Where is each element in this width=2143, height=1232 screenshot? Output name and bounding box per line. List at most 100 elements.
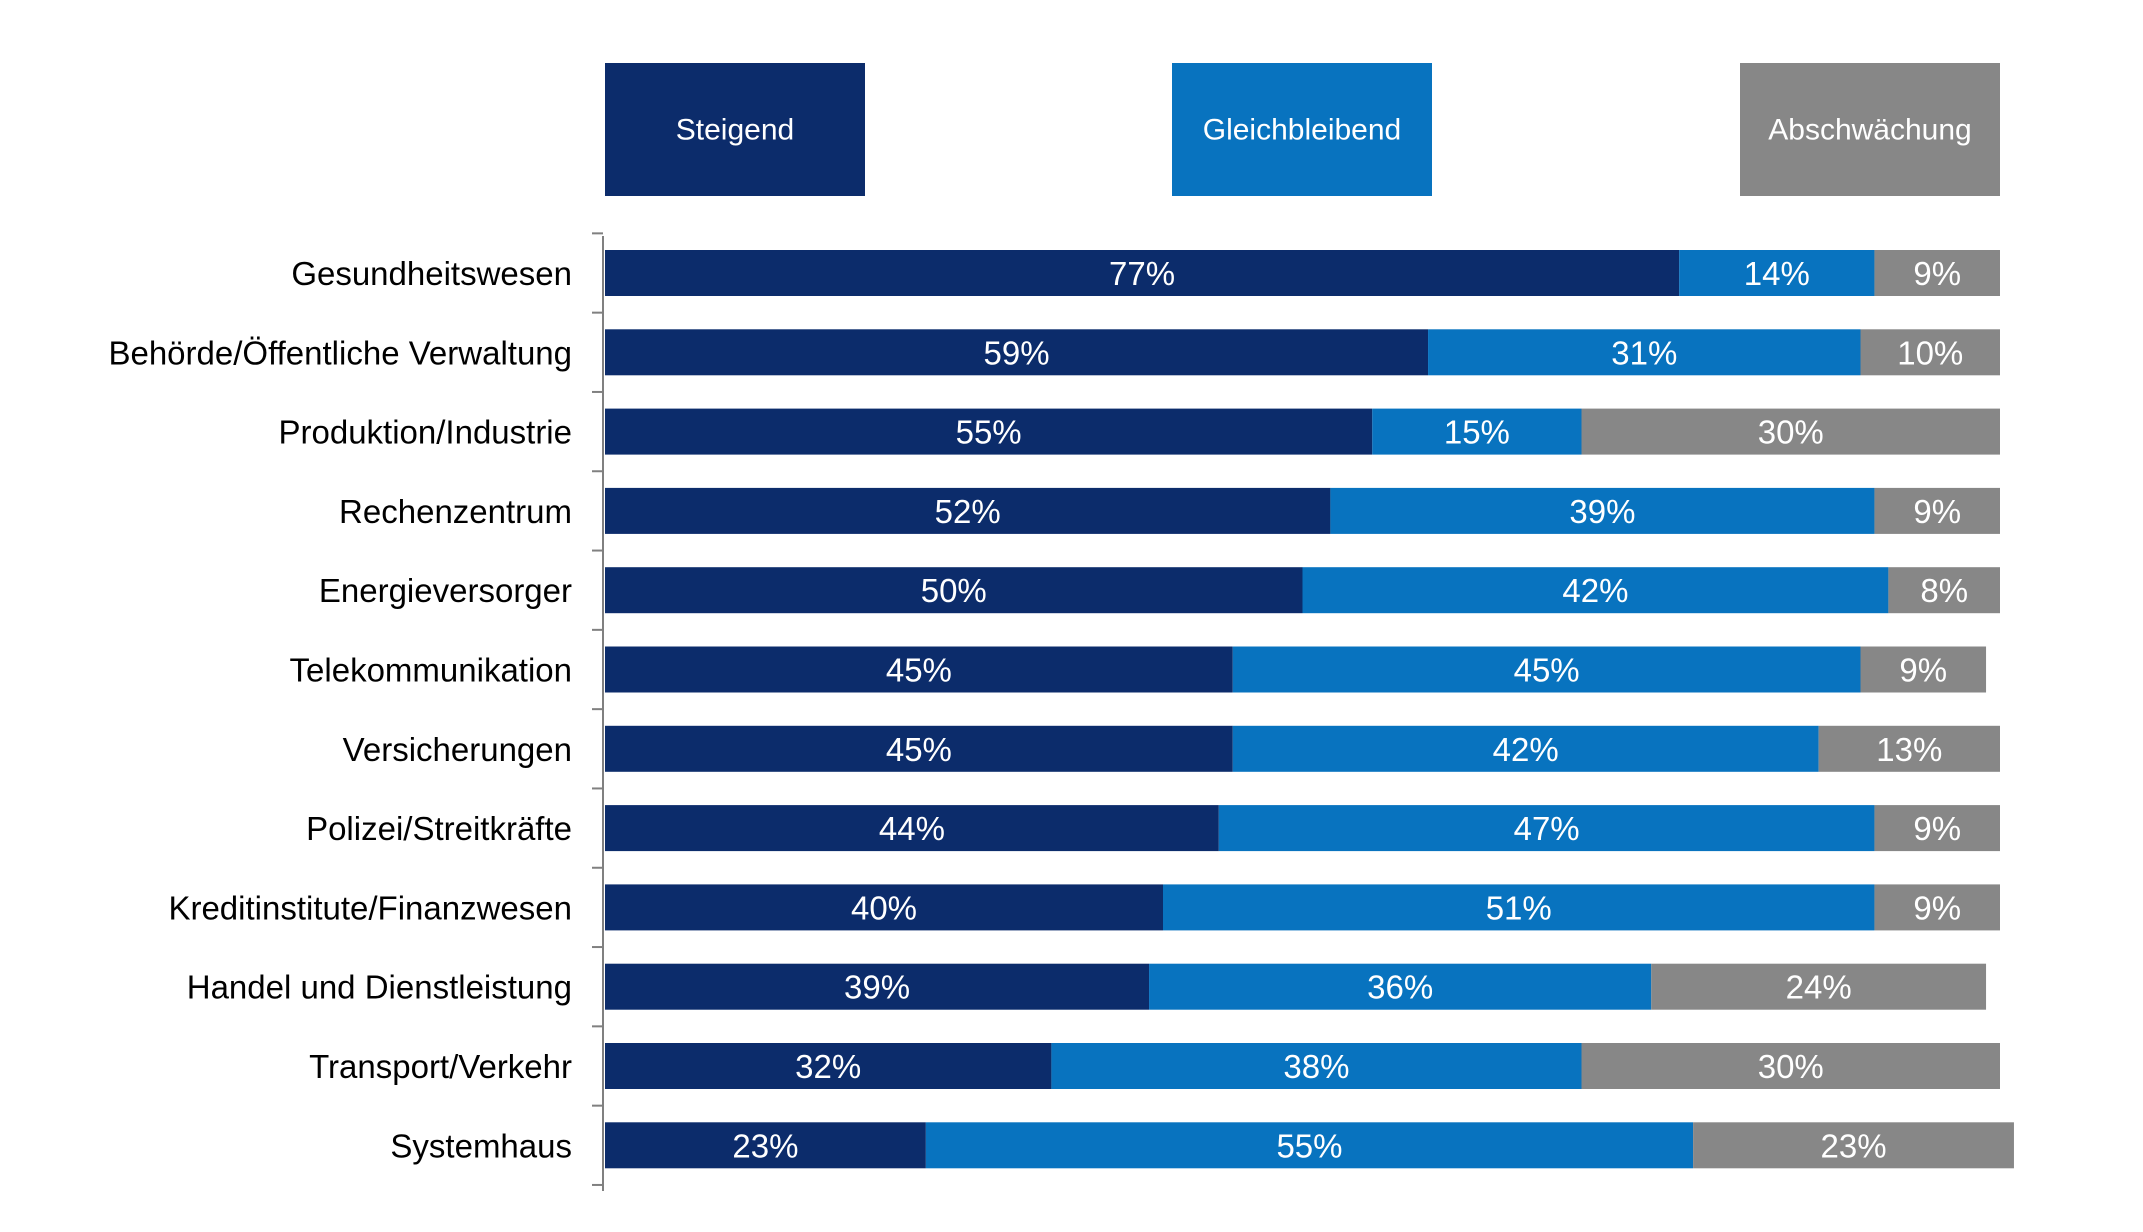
category-axis-ticks	[592, 232, 603, 1186]
bar-segment-steigend	[605, 329, 1429, 376]
bar-segment-gleichbleibend	[1232, 646, 1861, 693]
legend-label: Gleichbleibend	[1203, 114, 1401, 147]
bars: 77% 14% 9% 59% 31% 10% 55% 15% 30% 52% 39% 9% 50% 42%…	[605, 250, 2014, 1169]
bar-segment-gleichbleibend	[1051, 1043, 1582, 1089]
data-label: 30%	[1758, 414, 1824, 451]
data-label: 32%	[795, 1048, 861, 1085]
legend-item-abschwachung: Abschwächung	[1740, 63, 2000, 196]
bar-segment-steigend	[605, 1122, 926, 1169]
data-label: 9%	[1899, 652, 1947, 689]
category-labels: Gesundheitswesen Behörde/Öffentliche Verw…	[108, 255, 572, 1164]
bar-segment-gleichbleibend	[1218, 805, 1875, 852]
bar-segment-gleichbleibend	[1679, 250, 1875, 296]
data-label: 13%	[1876, 731, 1942, 768]
data-label: 24%	[1786, 969, 1852, 1006]
data-label: 47%	[1514, 810, 1580, 847]
bar-row-energieversorger: 50% 42% 8%	[605, 567, 2000, 614]
data-label: 31%	[1611, 334, 1677, 371]
bar-segment-abschwachung	[1874, 250, 2000, 296]
bar-segment-steigend	[605, 963, 1150, 1010]
data-label: 9%	[1913, 810, 1961, 847]
category-label: Produktion/Industrie	[278, 414, 572, 451]
data-label: 45%	[886, 731, 952, 768]
category-label: Systemhaus	[390, 1127, 572, 1164]
data-label: 51%	[1486, 889, 1552, 926]
data-label: 10%	[1897, 334, 1963, 371]
bar-segment-steigend	[605, 567, 1303, 614]
bar-row-rechenzentrum: 52% 39% 9%	[605, 487, 2000, 534]
bar-segment-gleichbleibend	[1163, 884, 1875, 931]
data-label: 14%	[1744, 255, 1810, 292]
bar-segment-steigend	[605, 884, 1163, 931]
bar-segment-steigend	[605, 408, 1373, 455]
bar-row-systemhaus: 23% 55% 23%	[605, 1122, 2014, 1169]
data-label: 9%	[1913, 255, 1961, 292]
data-label: 8%	[1920, 572, 1968, 609]
category-label: Polizei/Streitkräfte	[306, 810, 572, 847]
bar-row-telekommunikation: 45% 45% 9%	[605, 646, 1987, 693]
category-label: Rechenzentrum	[339, 493, 572, 530]
data-label: 52%	[935, 493, 1001, 530]
bar-segment-abschwachung	[1860, 646, 1987, 693]
bar-row-transport-verkehr: 32% 38% 30%	[605, 1043, 2000, 1089]
legend-label: Steigend	[676, 114, 794, 147]
data-label: 55%	[956, 414, 1022, 451]
data-label: 9%	[1913, 493, 1961, 530]
data-label: 42%	[1562, 572, 1628, 609]
bar-row-behorde-offentliche-verwaltung: 59% 31% 10%	[605, 329, 2000, 376]
bar-segment-gleichbleibend	[1372, 408, 1582, 455]
bar-row-polizei-streitkrafte: 44% 47% 9%	[605, 805, 2000, 852]
data-label: 59%	[983, 334, 1049, 371]
bar-segment-gleichbleibend	[1232, 725, 1819, 772]
bar-segment-steigend	[605, 646, 1233, 693]
data-label: 36%	[1367, 969, 1433, 1006]
bar-segment-steigend	[605, 725, 1233, 772]
bar-segment-abschwachung	[1888, 567, 2000, 614]
data-label: 77%	[1109, 255, 1175, 292]
legend-swatch	[605, 63, 865, 196]
bar-segment-abschwachung	[1874, 487, 2000, 534]
data-label: 45%	[1514, 652, 1580, 689]
bar-segment-abschwachung	[1874, 884, 2000, 931]
data-label: 39%	[1569, 493, 1635, 530]
data-label: 9%	[1913, 889, 1961, 926]
bar-segment-abschwachung	[1693, 1122, 2014, 1169]
legend-swatch	[1740, 63, 2000, 196]
category-label: Kreditinstitute/Finanzwesen	[168, 889, 572, 926]
category-label: Versicherungen	[343, 731, 572, 768]
category-label: Gesundheitswesen	[291, 255, 572, 292]
bar-row-produktion-industrie: 55% 15% 30%	[605, 408, 2000, 455]
bar-row-gesundheitswesen: 77% 14% 9%	[605, 250, 2000, 296]
bar-segment-steigend	[605, 805, 1219, 852]
bar-row-kreditinstitute-finanzwesen: 40% 51% 9%	[605, 884, 2000, 931]
bar-segment-gleichbleibend	[925, 1122, 1694, 1169]
data-label: 42%	[1493, 731, 1559, 768]
bar-segment-steigend	[605, 1043, 1052, 1089]
bar-segment-abschwachung	[1651, 963, 1987, 1010]
data-label: 23%	[732, 1127, 798, 1164]
bar-segment-abschwachung	[1874, 805, 2000, 852]
data-label: 50%	[921, 572, 987, 609]
data-label: 38%	[1283, 1048, 1349, 1085]
data-label: 55%	[1276, 1127, 1342, 1164]
data-label: 44%	[879, 810, 945, 847]
bar-row-handel-und-dienstleistung: 39% 36% 24%	[605, 963, 1987, 1010]
bar-segment-gleichbleibend	[1149, 963, 1652, 1010]
bar-segment-abschwachung	[1818, 725, 2000, 772]
bar-row-versicherungen: 45% 42% 13%	[605, 725, 2000, 772]
category-label: Telekommunikation	[290, 652, 572, 689]
legend-item-steigend: Steigend	[605, 63, 865, 196]
data-label: 39%	[844, 969, 910, 1006]
bar-segment-gleichbleibend	[1428, 329, 1861, 376]
category-label: Handel und Dienstleistung	[187, 969, 572, 1006]
data-label: 15%	[1444, 414, 1510, 451]
legend-item-gleichbleibend: Gleichbleibend	[1172, 63, 1432, 196]
bar-segment-gleichbleibend	[1302, 567, 1889, 614]
legend-label: Abschwächung	[1768, 114, 1971, 147]
bar-segment-steigend	[605, 487, 1331, 534]
data-label: 45%	[886, 652, 952, 689]
data-label: 23%	[1820, 1127, 1886, 1164]
data-label: 40%	[851, 889, 917, 926]
category-label: Behörde/Öffentliche Verwaltung	[108, 334, 572, 371]
